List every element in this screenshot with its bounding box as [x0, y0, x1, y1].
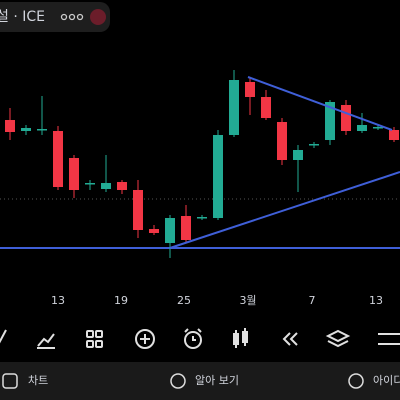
layers-tool[interactable]: [325, 329, 351, 348]
x-tick-label: 3월: [239, 294, 256, 307]
replay-tool[interactable]: [282, 332, 298, 346]
candle-body: [261, 97, 271, 118]
candle-body: [309, 144, 319, 146]
more-menu[interactable]: [60, 13, 84, 21]
candle-body: [325, 102, 335, 140]
alert-tool[interactable]: [184, 328, 202, 349]
trend-line: [169, 171, 400, 249]
candle-body: [229, 80, 239, 135]
candle-body: [69, 158, 79, 190]
add-tool[interactable]: [135, 329, 155, 349]
nav-explore[interactable]: 알아 보기: [195, 373, 239, 387]
ideas-icon[interactable]: [348, 373, 364, 389]
candle-body: [197, 217, 207, 219]
explore-icon[interactable]: [170, 373, 186, 389]
candle-body: [181, 216, 191, 240]
candle-body: [277, 122, 287, 160]
trend-line: [247, 76, 393, 131]
alert-icon[interactable]: [90, 9, 106, 25]
x-tick-label: 13: [51, 294, 65, 307]
candle-body: [357, 125, 367, 131]
candle-body: [101, 183, 111, 189]
candle-body: [245, 82, 255, 97]
draw-tool[interactable]: [0, 329, 7, 345]
candle-body: [5, 120, 15, 132]
x-tick-label: 25: [177, 294, 191, 307]
layout-tool[interactable]: [86, 330, 103, 348]
candle-body: [389, 130, 399, 140]
toolbar: [0, 328, 400, 349]
candle-body: [293, 150, 303, 160]
chart-icon[interactable]: [2, 373, 18, 389]
symbol-pill[interactable]: [0, 2, 110, 32]
candle-body: [85, 183, 95, 185]
candle-body: [117, 182, 127, 190]
nav-ideas[interactable]: 아이디: [373, 374, 400, 387]
candle-tool[interactable]: [233, 328, 248, 348]
candle-body: [373, 127, 383, 129]
x-tick-label: 19: [114, 294, 128, 307]
nav-bar: [0, 362, 400, 400]
candle-body: [165, 218, 175, 243]
x-tick-label: 13: [369, 294, 383, 307]
candle-body: [53, 131, 63, 187]
settings-tool[interactable]: [378, 333, 400, 345]
x-tick-label: 7: [309, 294, 316, 307]
candle-body: [37, 129, 47, 131]
symbol[interactable]: 설 · ICE: [0, 9, 45, 25]
candle-body: [213, 135, 223, 218]
candle-body: [133, 190, 143, 230]
candle-body: [341, 105, 351, 131]
candle-body: [149, 229, 159, 233]
candle-body: [21, 128, 31, 131]
indicator-tool[interactable]: [37, 333, 55, 349]
nav-chart[interactable]: 차트: [28, 374, 48, 387]
